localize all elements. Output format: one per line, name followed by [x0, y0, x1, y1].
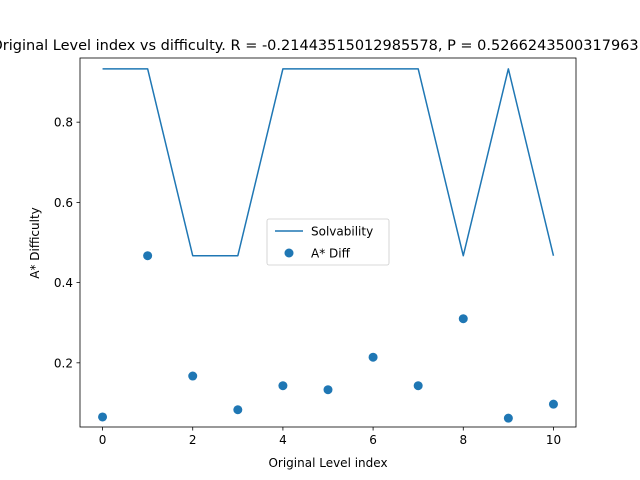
axes-layer: 0 2 4 6 8 10 0.2 0.4 0.6 0.8 [54, 57, 577, 447]
x-axis-label: Original Level index [268, 456, 387, 470]
scatter-point [413, 381, 423, 391]
legend: Solvability A* Diff [266, 218, 390, 266]
scatter-point [458, 314, 468, 324]
scatter-point [323, 385, 333, 395]
y-tick-label: 0.6 [54, 196, 73, 210]
chart-title: Original Level index vs difficulty. R = … [0, 38, 639, 54]
scatter-point [98, 412, 108, 422]
scatter-point [278, 381, 288, 391]
scatter-point [233, 405, 243, 415]
legend-label-astar-diff: A* Diff [311, 247, 351, 261]
y-axis-label: A* Difficulty [28, 207, 42, 279]
series-line-solvability [102, 68, 555, 257]
scatter-point [143, 251, 153, 261]
scatter-point [188, 371, 198, 381]
legend-marker-swatch [284, 248, 294, 258]
legend-label-solvability: Solvability [311, 225, 373, 239]
data-layer [98, 68, 558, 423]
scatter-point [368, 352, 378, 362]
x-tick-label: 4 [279, 433, 287, 447]
x-tick-label: 6 [369, 433, 377, 447]
y-tick-label: 0.2 [54, 356, 73, 370]
scatter-point [548, 399, 558, 409]
y-tick-label: 0.8 [54, 116, 73, 130]
x-tick-label: 0 [99, 433, 107, 447]
x-tick-label: 10 [546, 433, 561, 447]
axes-frame [79, 57, 577, 428]
y-tick-label: 0.4 [54, 276, 73, 290]
x-tick-label: 8 [459, 433, 467, 447]
x-tick-label: 2 [189, 433, 197, 447]
scatter-point [503, 413, 513, 423]
